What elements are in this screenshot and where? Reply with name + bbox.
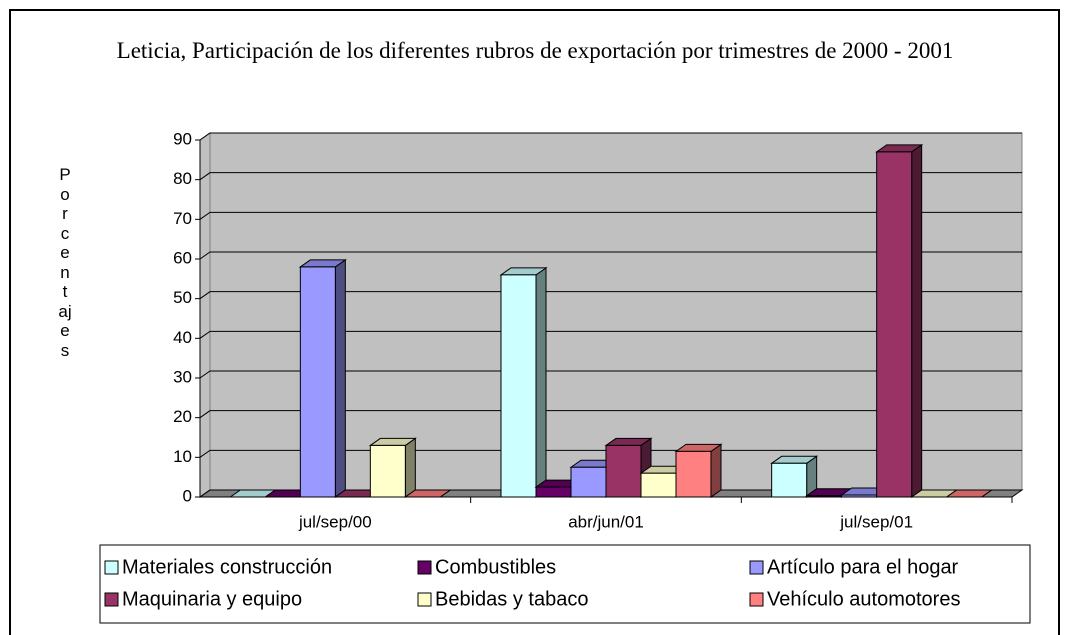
y-tick-label: 30 [173, 367, 192, 386]
bar [640, 472, 677, 498]
bar-side [404, 437, 416, 498]
bar [605, 444, 642, 498]
y-tick-label: 80 [173, 169, 192, 188]
grid-line [199, 132, 1022, 141]
grid-line [199, 172, 1022, 181]
y-axis-label: Porcentajes [58, 165, 72, 360]
legend-swatch [104, 560, 119, 575]
grid-line [199, 489, 1022, 498]
y-tick-label: 90 [173, 129, 192, 148]
bar [535, 486, 572, 498]
bar [771, 462, 808, 498]
y-tick-label: 0 [183, 486, 192, 505]
bar [570, 466, 607, 498]
y-tick-label: 50 [173, 288, 192, 307]
chart-frame [9, 9, 1060, 635]
grid-line [199, 291, 1022, 300]
y-tick-label: 60 [173, 248, 192, 267]
grid-line [199, 370, 1022, 379]
bar [841, 494, 878, 498]
bar [299, 266, 336, 498]
legend-label: Combustibles [435, 556, 556, 578]
bar-side [334, 258, 346, 498]
bar-side [535, 266, 547, 498]
y-tick-label: 70 [173, 209, 192, 228]
legend-label: Maquinaria y equipo [122, 588, 302, 610]
legend-label: Materiales construcción [122, 556, 332, 578]
legend-swatch [417, 560, 432, 575]
legend-swatch [417, 592, 432, 607]
grid-line [199, 211, 1022, 220]
x-tick-label: jul/sep/00 [298, 512, 372, 531]
grid-line [199, 330, 1022, 339]
bar-top [403, 489, 452, 498]
x-tick-label: abr/jun/01 [568, 512, 644, 531]
grid-line [199, 251, 1022, 260]
grid-line [199, 410, 1022, 419]
bar-top [945, 489, 994, 498]
legend-label: Artículo para el hogar [767, 556, 959, 578]
bar [876, 151, 913, 498]
grid-line [199, 449, 1022, 458]
bar [806, 495, 843, 498]
bar [500, 274, 537, 498]
y-tick-label: 10 [173, 447, 192, 466]
legend-label: Bebidas y tabaco [435, 588, 588, 610]
bar-side [710, 443, 722, 498]
bar [369, 444, 406, 498]
legend-swatch [104, 592, 119, 607]
side-wall [199, 132, 211, 498]
legend-box [99, 544, 1031, 624]
legend-swatch [749, 592, 764, 607]
y-tick-label: 40 [173, 328, 192, 347]
y-tick-label: 20 [173, 407, 192, 426]
x-tick-label: jul/sep/01 [839, 512, 913, 531]
chart-title: Leticia, Participación de los diferentes… [116, 38, 954, 63]
legend-label: Vehículo automotores [767, 588, 960, 610]
bar [675, 450, 712, 498]
bar-side [911, 143, 923, 498]
legend-swatch [749, 560, 764, 575]
